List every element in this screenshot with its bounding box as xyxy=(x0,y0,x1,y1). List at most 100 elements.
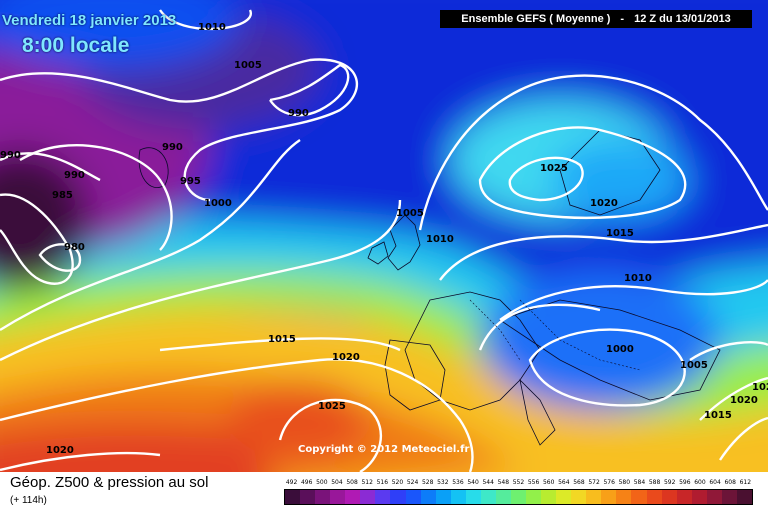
legend-swatch xyxy=(285,490,301,504)
legend-swatch xyxy=(405,490,421,504)
legend-swatch xyxy=(435,490,451,504)
legend-tick-label: 552 xyxy=(512,479,525,486)
geopotential-map xyxy=(0,0,768,472)
isobar-label: 985 xyxy=(52,190,73,201)
legend-swatch xyxy=(450,490,466,504)
isobar-label: 1020 xyxy=(46,445,74,456)
copyright-text: Copyright © 2012 Meteociel.fr xyxy=(298,444,470,455)
legend-swatch xyxy=(541,490,557,504)
legend-tick-label: 512 xyxy=(361,479,373,486)
map-title: Géop. Z500 & pression au sol xyxy=(10,474,209,491)
isobar-label: 1005 xyxy=(396,208,424,219)
legend-tick-label: 584 xyxy=(633,479,646,486)
legend-tick-label: 528 xyxy=(421,479,434,486)
legend-swatch xyxy=(495,490,511,504)
legend-swatch xyxy=(721,490,737,504)
legend-tick-label: 608 xyxy=(724,479,736,486)
forecast-offset: (+ 114h) xyxy=(10,495,47,506)
legend-tick-label: 540 xyxy=(467,479,479,486)
isobar-label: 1020 xyxy=(332,352,360,363)
isobar-label: 990 xyxy=(162,142,183,153)
legend-tick-label: 556 xyxy=(527,479,540,486)
legend-tick-label: 604 xyxy=(709,479,721,486)
isobar-label: 1000 xyxy=(204,198,232,209)
legend-swatch xyxy=(480,490,496,504)
isobar-label: 1010 xyxy=(198,22,226,33)
legend-tick-label: 560 xyxy=(542,479,555,486)
legend-swatch xyxy=(631,490,647,504)
isobar-label: 1015 xyxy=(606,228,634,239)
legend-tick-label: 508 xyxy=(346,479,358,486)
legend-tick-label: 612 xyxy=(739,479,752,486)
legend-swatch xyxy=(646,490,662,504)
legend-tick-label: 504 xyxy=(331,479,343,486)
legend-tick-label: 520 xyxy=(391,479,404,486)
legend-swatch xyxy=(601,490,617,504)
isobar-label: 1015 xyxy=(268,334,296,345)
legend-bar xyxy=(284,489,753,505)
isobar-label: 980 xyxy=(64,242,85,253)
legend-swatch xyxy=(300,490,316,504)
isobar-label: 990 xyxy=(0,150,21,161)
legend-swatch xyxy=(736,490,752,504)
isobar-label: 1025 xyxy=(318,401,346,412)
run-separator: - xyxy=(620,13,625,25)
legend-tick-label: 492 xyxy=(285,479,298,486)
forecast-time: 8:00 locale xyxy=(22,34,130,57)
isobar-label: 1020 xyxy=(730,395,758,406)
legend-tick-label: 596 xyxy=(679,479,691,486)
legend-tick-label: 524 xyxy=(406,479,419,486)
legend-swatch xyxy=(526,490,542,504)
map-area: 1010 1005 990 990 990 990 985 980 995 10… xyxy=(0,0,768,472)
legend-swatch xyxy=(465,490,481,504)
legend-swatch xyxy=(510,490,526,504)
legend-swatch xyxy=(390,490,406,504)
legend-tick-label: 544 xyxy=(482,479,494,486)
forecast-date: Vendredi 18 janvier 2013 xyxy=(2,12,177,29)
borders xyxy=(469,299,641,371)
legend-swatch xyxy=(556,490,572,504)
legend-tick-label: 592 xyxy=(663,479,676,486)
legend-swatch xyxy=(691,490,707,504)
legend-swatch xyxy=(315,490,331,504)
legend-tick-label: 572 xyxy=(588,479,600,486)
isobar-label: 1005 xyxy=(234,60,262,71)
legend-tick-label: 580 xyxy=(618,479,631,486)
legend-swatch xyxy=(330,490,346,504)
legend-swatch xyxy=(360,490,376,504)
legend-tick-label: 564 xyxy=(558,479,570,486)
legend-tick-label: 568 xyxy=(573,479,585,486)
isobars xyxy=(0,9,768,472)
model-name: Ensemble GEFS ( Moyenne ) xyxy=(461,13,611,25)
legend-tick-label: 516 xyxy=(376,479,389,486)
isobar-label: 1010 xyxy=(426,234,454,245)
isobar-label: 995 xyxy=(180,176,201,187)
isobar-label: 990 xyxy=(288,108,309,119)
model-banner: Ensemble GEFS ( Moyenne ) - 12 Z du 13/0… xyxy=(440,10,752,28)
legend-tick-label: 576 xyxy=(603,479,615,486)
legend-tick-label: 532 xyxy=(437,479,449,486)
legend-swatch xyxy=(375,490,391,504)
legend-tick-label: 548 xyxy=(497,479,510,486)
legend-ticks: 492 496 500 504 508 512 516 520 524 528 532 536 540 5… xyxy=(284,479,753,489)
model-run: 12 Z du 13/01/2013 xyxy=(634,13,731,25)
legend-swatch xyxy=(345,490,361,504)
isobar-label: 1010 xyxy=(624,273,652,284)
legend-tick-label: 500 xyxy=(316,479,328,486)
color-scale-legend: 492 496 500 504 508 512 516 520 524 528 532 536 540 5… xyxy=(284,479,753,505)
isobar-label: 1000 xyxy=(606,344,634,355)
legend-tick-label: 588 xyxy=(648,479,661,486)
isobar-label: 102 xyxy=(752,382,768,393)
legend-swatch xyxy=(586,490,602,504)
legend-swatch xyxy=(420,490,436,504)
isobar-label: 990 xyxy=(64,170,85,181)
isobar-label: 1020 xyxy=(590,198,618,209)
legend-tick-label: 600 xyxy=(694,479,706,486)
legend-tick-label: 536 xyxy=(452,479,464,486)
legend-tick-label: 496 xyxy=(300,479,313,486)
isobar-label: 1005 xyxy=(680,360,708,371)
legend-swatch xyxy=(706,490,722,504)
legend-swatch xyxy=(676,490,692,504)
isobar-label: 1025 xyxy=(540,163,568,174)
